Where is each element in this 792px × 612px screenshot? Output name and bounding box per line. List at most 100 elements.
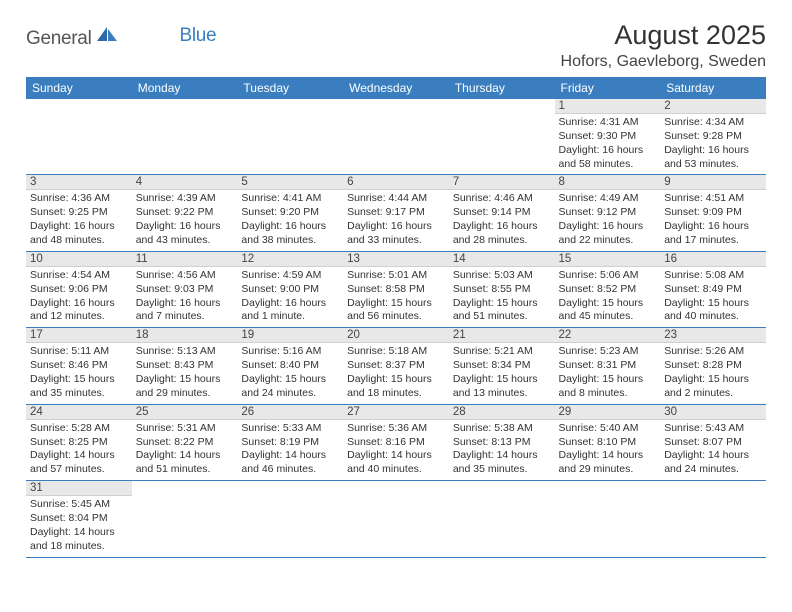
calendar-empty-cell (237, 481, 343, 557)
calendar-day-cell: 5Sunrise: 4:41 AMSunset: 9:20 PMDaylight… (237, 175, 343, 251)
weekday-header: Thursday (449, 77, 555, 99)
calendar-table: SundayMondayTuesdayWednesdayThursdayFrid… (26, 77, 766, 558)
calendar-day-cell: 3Sunrise: 4:36 AMSunset: 9:25 PMDaylight… (26, 175, 132, 251)
calendar-empty-cell (449, 99, 555, 175)
day-number: 27 (343, 405, 449, 420)
day-number: 18 (132, 328, 238, 343)
weekday-header: Monday (132, 77, 238, 99)
location: Hofors, Gaevleborg, Sweden (561, 53, 766, 71)
day-number: 10 (26, 252, 132, 267)
calendar-empty-cell (343, 99, 449, 175)
day-content: Sunrise: 5:28 AMSunset: 8:25 PMDaylight:… (26, 420, 132, 480)
day-content: Sunrise: 5:40 AMSunset: 8:10 PMDaylight:… (555, 420, 661, 480)
day-number: 1 (555, 99, 661, 114)
day-number: 16 (660, 252, 766, 267)
calendar-empty-cell (660, 481, 766, 557)
day-content: Sunrise: 4:39 AMSunset: 9:22 PMDaylight:… (132, 190, 238, 250)
logo-text-general: General (26, 28, 92, 50)
day-content: Sunrise: 4:54 AMSunset: 9:06 PMDaylight:… (26, 267, 132, 327)
day-content: Sunrise: 5:08 AMSunset: 8:49 PMDaylight:… (660, 267, 766, 327)
day-number: 25 (132, 405, 238, 420)
day-content: Sunrise: 4:36 AMSunset: 9:25 PMDaylight:… (26, 190, 132, 250)
calendar-day-cell: 27Sunrise: 5:36 AMSunset: 8:16 PMDayligh… (343, 404, 449, 480)
day-content: Sunrise: 5:11 AMSunset: 8:46 PMDaylight:… (26, 343, 132, 403)
calendar-empty-cell (555, 481, 661, 557)
calendar-day-cell: 14Sunrise: 5:03 AMSunset: 8:55 PMDayligh… (449, 251, 555, 327)
calendar-day-cell: 7Sunrise: 4:46 AMSunset: 9:14 PMDaylight… (449, 175, 555, 251)
day-number: 22 (555, 328, 661, 343)
day-content: Sunrise: 5:38 AMSunset: 8:13 PMDaylight:… (449, 420, 555, 480)
calendar-day-cell: 11Sunrise: 4:56 AMSunset: 9:03 PMDayligh… (132, 251, 238, 327)
calendar-week-row: 24Sunrise: 5:28 AMSunset: 8:25 PMDayligh… (26, 404, 766, 480)
calendar-empty-cell (237, 99, 343, 175)
weekday-header: Saturday (660, 77, 766, 99)
calendar-week-row: 31Sunrise: 5:45 AMSunset: 8:04 PMDayligh… (26, 481, 766, 557)
day-content: Sunrise: 5:23 AMSunset: 8:31 PMDaylight:… (555, 343, 661, 403)
day-content: Sunrise: 4:49 AMSunset: 9:12 PMDaylight:… (555, 190, 661, 250)
day-content: Sunrise: 4:44 AMSunset: 9:17 PMDaylight:… (343, 190, 449, 250)
day-number: 12 (237, 252, 343, 267)
day-content: Sunrise: 5:21 AMSunset: 8:34 PMDaylight:… (449, 343, 555, 403)
calendar-day-cell: 20Sunrise: 5:18 AMSunset: 8:37 PMDayligh… (343, 328, 449, 404)
day-content: Sunrise: 4:56 AMSunset: 9:03 PMDaylight:… (132, 267, 238, 327)
day-content: Sunrise: 5:18 AMSunset: 8:37 PMDaylight:… (343, 343, 449, 403)
day-number: 5 (237, 175, 343, 190)
day-number: 21 (449, 328, 555, 343)
day-content: Sunrise: 5:03 AMSunset: 8:55 PMDaylight:… (449, 267, 555, 327)
day-content: Sunrise: 4:51 AMSunset: 9:09 PMDaylight:… (660, 190, 766, 250)
day-number: 13 (343, 252, 449, 267)
calendar-day-cell: 24Sunrise: 5:28 AMSunset: 8:25 PMDayligh… (26, 404, 132, 480)
calendar-day-cell: 16Sunrise: 5:08 AMSunset: 8:49 PMDayligh… (660, 251, 766, 327)
day-content: Sunrise: 5:26 AMSunset: 8:28 PMDaylight:… (660, 343, 766, 403)
calendar-day-cell: 2Sunrise: 4:34 AMSunset: 9:28 PMDaylight… (660, 99, 766, 175)
day-number: 7 (449, 175, 555, 190)
calendar-day-cell: 9Sunrise: 4:51 AMSunset: 9:09 PMDaylight… (660, 175, 766, 251)
day-number: 23 (660, 328, 766, 343)
calendar-day-cell: 12Sunrise: 4:59 AMSunset: 9:00 PMDayligh… (237, 251, 343, 327)
day-content: Sunrise: 5:43 AMSunset: 8:07 PMDaylight:… (660, 420, 766, 480)
day-number: 17 (26, 328, 132, 343)
day-number: 29 (555, 405, 661, 420)
day-number: 9 (660, 175, 766, 190)
calendar-day-cell: 29Sunrise: 5:40 AMSunset: 8:10 PMDayligh… (555, 404, 661, 480)
weekday-header: Tuesday (237, 77, 343, 99)
day-number: 14 (449, 252, 555, 267)
day-number: 26 (237, 405, 343, 420)
calendar-day-cell: 15Sunrise: 5:06 AMSunset: 8:52 PMDayligh… (555, 251, 661, 327)
calendar-day-cell: 31Sunrise: 5:45 AMSunset: 8:04 PMDayligh… (26, 481, 132, 557)
day-content: Sunrise: 4:34 AMSunset: 9:28 PMDaylight:… (660, 114, 766, 174)
calendar-week-row: 17Sunrise: 5:11 AMSunset: 8:46 PMDayligh… (26, 328, 766, 404)
day-content: Sunrise: 5:13 AMSunset: 8:43 PMDaylight:… (132, 343, 238, 403)
weekday-header: Friday (555, 77, 661, 99)
calendar-day-cell: 8Sunrise: 4:49 AMSunset: 9:12 PMDaylight… (555, 175, 661, 251)
logo: General Blue (26, 28, 216, 50)
calendar-empty-cell (343, 481, 449, 557)
day-content: Sunrise: 5:36 AMSunset: 8:16 PMDaylight:… (343, 420, 449, 480)
calendar-day-cell: 4Sunrise: 4:39 AMSunset: 9:22 PMDaylight… (132, 175, 238, 251)
calendar-empty-cell (132, 99, 238, 175)
day-number: 8 (555, 175, 661, 190)
day-number: 15 (555, 252, 661, 267)
calendar-week-row: 3Sunrise: 4:36 AMSunset: 9:25 PMDaylight… (26, 175, 766, 251)
calendar-day-cell: 28Sunrise: 5:38 AMSunset: 8:13 PMDayligh… (449, 404, 555, 480)
day-number: 31 (26, 481, 132, 496)
calendar-day-cell: 10Sunrise: 4:54 AMSunset: 9:06 PMDayligh… (26, 251, 132, 327)
calendar-day-cell: 18Sunrise: 5:13 AMSunset: 8:43 PMDayligh… (132, 328, 238, 404)
day-number: 28 (449, 405, 555, 420)
calendar-day-cell: 22Sunrise: 5:23 AMSunset: 8:31 PMDayligh… (555, 328, 661, 404)
calendar-day-cell: 30Sunrise: 5:43 AMSunset: 8:07 PMDayligh… (660, 404, 766, 480)
day-number: 11 (132, 252, 238, 267)
day-content: Sunrise: 5:33 AMSunset: 8:19 PMDaylight:… (237, 420, 343, 480)
logo-text-blue: Blue (180, 25, 217, 47)
weekday-header-row: SundayMondayTuesdayWednesdayThursdayFrid… (26, 77, 766, 99)
month-title: August 2025 (561, 20, 766, 51)
day-number: 3 (26, 175, 132, 190)
calendar-empty-cell (449, 481, 555, 557)
day-content: Sunrise: 4:31 AMSunset: 9:30 PMDaylight:… (555, 114, 661, 174)
day-number: 6 (343, 175, 449, 190)
calendar-day-cell: 17Sunrise: 5:11 AMSunset: 8:46 PMDayligh… (26, 328, 132, 404)
day-content: Sunrise: 5:01 AMSunset: 8:58 PMDaylight:… (343, 267, 449, 327)
calendar-empty-cell (132, 481, 238, 557)
day-number: 20 (343, 328, 449, 343)
day-number: 30 (660, 405, 766, 420)
